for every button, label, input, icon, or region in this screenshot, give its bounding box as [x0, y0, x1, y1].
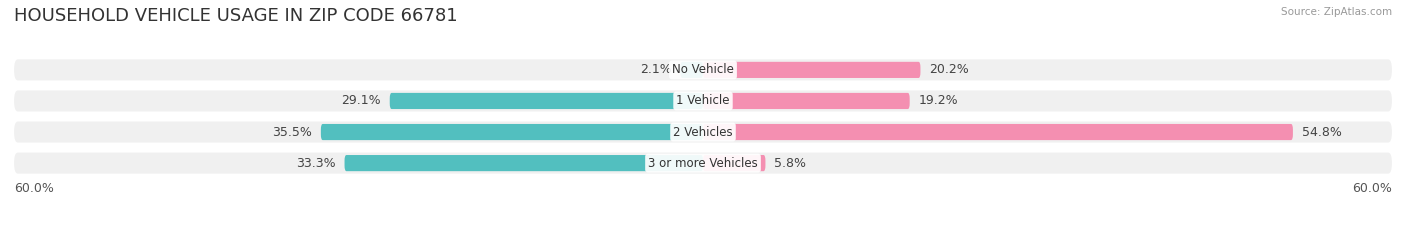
Text: HOUSEHOLD VEHICLE USAGE IN ZIP CODE 66781: HOUSEHOLD VEHICLE USAGE IN ZIP CODE 6678… [14, 7, 458, 25]
FancyBboxPatch shape [703, 124, 1294, 140]
Text: 54.8%: 54.8% [1302, 126, 1341, 139]
Text: 19.2%: 19.2% [918, 94, 957, 107]
Text: 20.2%: 20.2% [929, 63, 969, 76]
FancyBboxPatch shape [14, 59, 1392, 80]
FancyBboxPatch shape [14, 121, 1392, 143]
Text: 3 or more Vehicles: 3 or more Vehicles [648, 157, 758, 170]
FancyBboxPatch shape [681, 62, 703, 78]
FancyBboxPatch shape [703, 93, 910, 109]
Text: 35.5%: 35.5% [273, 126, 312, 139]
Text: 2.1%: 2.1% [640, 63, 672, 76]
FancyBboxPatch shape [14, 90, 1392, 112]
FancyBboxPatch shape [703, 155, 765, 171]
Text: 5.8%: 5.8% [775, 157, 806, 170]
Text: 29.1%: 29.1% [342, 94, 381, 107]
Text: No Vehicle: No Vehicle [672, 63, 734, 76]
FancyBboxPatch shape [321, 124, 703, 140]
FancyBboxPatch shape [389, 93, 703, 109]
Text: 1 Vehicle: 1 Vehicle [676, 94, 730, 107]
FancyBboxPatch shape [14, 153, 1392, 174]
Text: Source: ZipAtlas.com: Source: ZipAtlas.com [1281, 7, 1392, 17]
Text: 60.0%: 60.0% [1353, 182, 1392, 195]
FancyBboxPatch shape [703, 62, 921, 78]
Text: 60.0%: 60.0% [14, 182, 53, 195]
Text: 2 Vehicles: 2 Vehicles [673, 126, 733, 139]
FancyBboxPatch shape [344, 155, 703, 171]
Text: 33.3%: 33.3% [297, 157, 336, 170]
